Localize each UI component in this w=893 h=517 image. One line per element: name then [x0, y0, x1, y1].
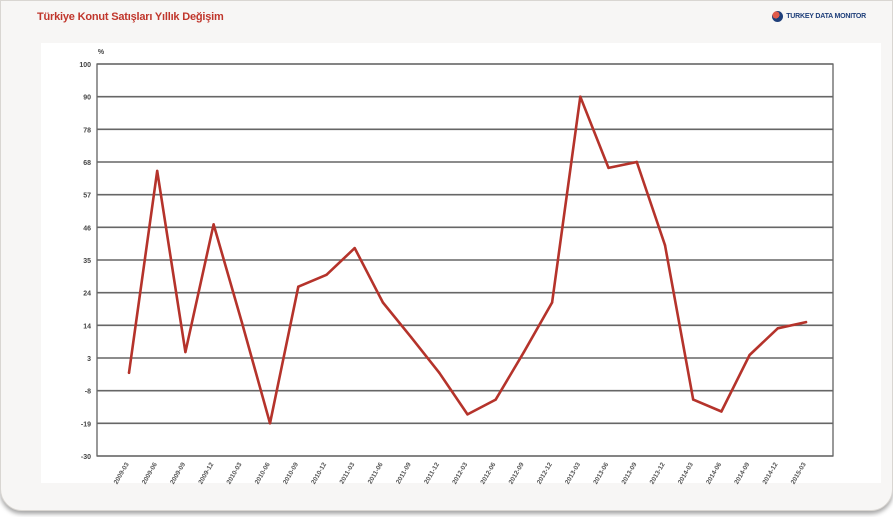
- x-tick-label: 2011-03: [339, 461, 357, 485]
- data-point: [607, 166, 610, 170]
- data-point: [381, 301, 385, 304]
- data-point: [550, 301, 554, 304]
- x-tick-label: 2013-03: [564, 461, 582, 485]
- data-point: [748, 353, 751, 357]
- x-tick-label: 2010-12: [310, 461, 328, 485]
- x-tick-label: 2013-06: [592, 461, 610, 485]
- y-tick-label: 3: [87, 356, 91, 363]
- x-tick-label: 2012-06: [479, 461, 497, 485]
- x-tick-label: 2012-03: [451, 461, 469, 485]
- x-tick-label: 2011-06: [367, 461, 385, 485]
- data-point: [268, 422, 272, 425]
- x-tick-label: 2010-09: [282, 461, 300, 485]
- data-point: [297, 285, 300, 288]
- y-axis-label: %: [98, 49, 105, 56]
- y-tick-label: 57: [83, 193, 91, 200]
- data-point: [353, 246, 356, 250]
- data-point: [720, 410, 723, 413]
- x-tick-label: 2010-06: [254, 461, 272, 485]
- x-tick-label: 2009-12: [197, 461, 215, 485]
- y-tick-label: -30: [81, 454, 91, 461]
- brand-logo-text: TURKEY DATA MONITOR: [786, 13, 866, 20]
- data-point: [184, 350, 187, 354]
- x-tick-label: 2014-03: [677, 461, 695, 485]
- y-tick-label: 90: [83, 95, 91, 102]
- x-tick-label: 2009-03: [113, 461, 131, 485]
- y-tick-label: 46: [83, 225, 91, 232]
- brand-logo: TURKEY DATA MONITOR: [772, 11, 866, 22]
- x-tick-label: 2014-09: [733, 461, 751, 485]
- x-tick-label: 2011-12: [423, 461, 441, 485]
- data-point: [409, 336, 413, 339]
- data-point: [635, 160, 638, 164]
- data-point: [691, 398, 695, 401]
- data-point: [466, 413, 469, 416]
- x-tick-label: 2011-09: [395, 461, 413, 485]
- x-tick-label: 2014-12: [762, 461, 780, 485]
- x-tick-label: 2015-03: [790, 461, 808, 485]
- data-point: [494, 398, 497, 401]
- globe-logo-icon: [772, 11, 784, 22]
- x-tick-label: 2014-06: [705, 461, 723, 485]
- y-tick-label: 100: [79, 62, 91, 69]
- y-tick-label: -19: [81, 421, 91, 428]
- data-point: [127, 371, 131, 375]
- data-point: [776, 327, 779, 330]
- x-tick-label: 2013-09: [620, 461, 638, 485]
- chart-title: Türkiye Konut Satışları Yıllık Değişim: [37, 11, 224, 23]
- y-tick-label: 68: [83, 160, 91, 167]
- y-tick-label: -8: [85, 389, 91, 396]
- data-point: [156, 169, 159, 173]
- data-point: [522, 350, 526, 354]
- x-tick-label: 2010-03: [226, 461, 244, 485]
- y-tick-label: 78: [83, 127, 91, 134]
- data-point: [579, 95, 582, 98]
- x-tick-label: 2009-06: [141, 461, 159, 485]
- y-tick-label: 24: [83, 291, 91, 298]
- x-tick-label: 2012-09: [508, 461, 526, 485]
- data-point: [240, 320, 244, 324]
- data-point: [325, 273, 328, 277]
- data-point: [438, 371, 441, 375]
- x-tick-label: 2012-12: [536, 461, 554, 485]
- data-point: [212, 223, 215, 226]
- x-tick-label: 2009-09: [169, 461, 187, 485]
- data-point: [804, 320, 808, 324]
- data-point: [663, 243, 667, 247]
- y-tick-label: 35: [83, 258, 91, 265]
- y-tick-label: 14: [83, 323, 91, 330]
- x-tick-label: 2013-12: [649, 461, 667, 485]
